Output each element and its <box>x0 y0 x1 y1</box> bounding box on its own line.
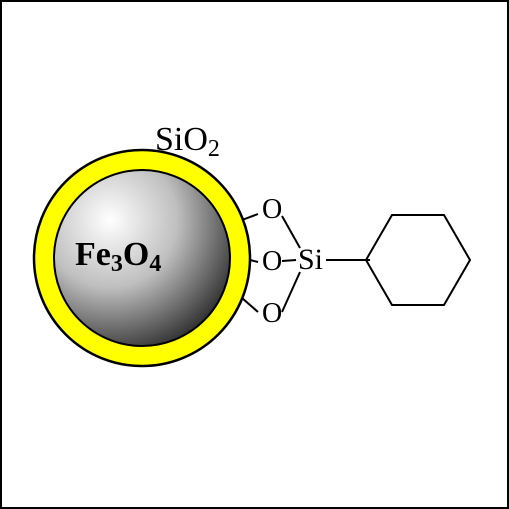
bond-line-4 <box>282 260 296 261</box>
diagram-canvas: SiOOOFe3O4SiO2 <box>0 0 509 509</box>
oxygen-bot-label: O <box>262 298 282 329</box>
oxygen-top-label: O <box>262 194 282 225</box>
oxygen-mid-label: O <box>262 246 282 277</box>
silicon-atom-label: Si <box>298 243 323 276</box>
